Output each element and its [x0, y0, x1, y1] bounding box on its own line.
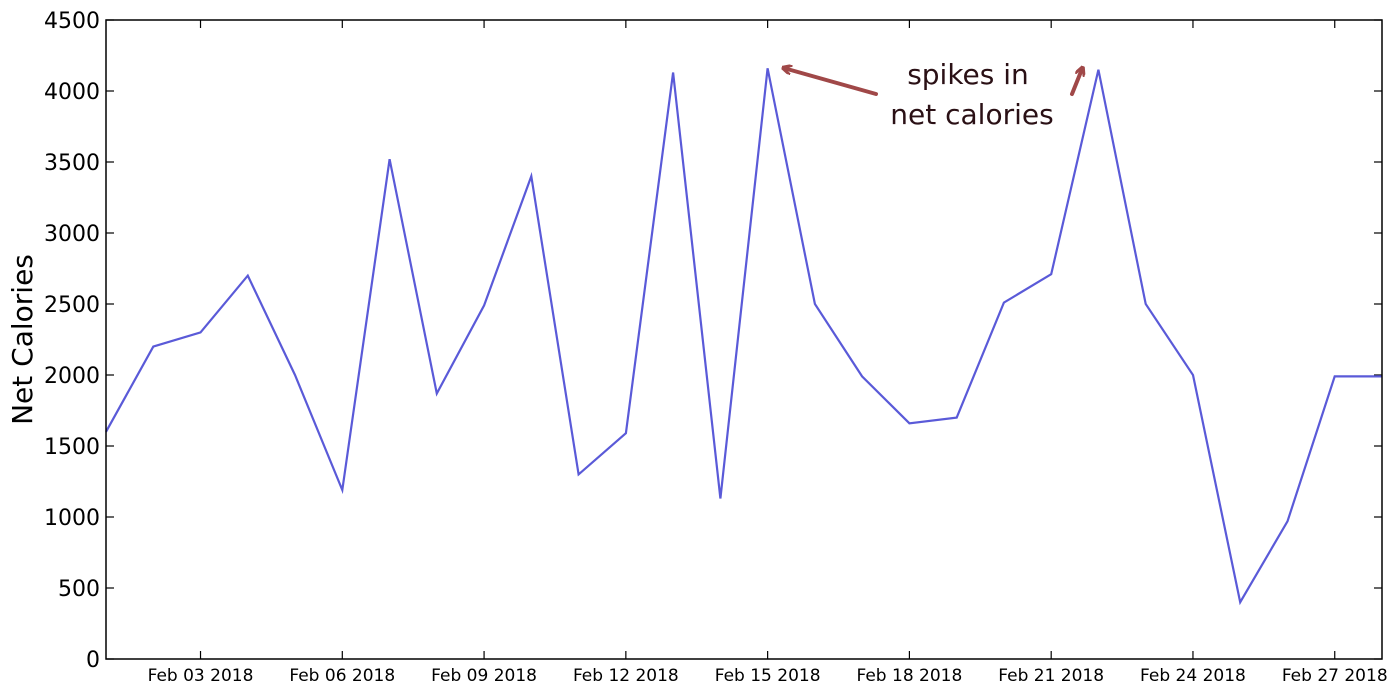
y-tick-label: 1500: [44, 435, 100, 460]
annotation-arrow-right: [1070, 68, 1082, 96]
x-tick-label: Feb 09 2018: [431, 666, 537, 686]
y-tick-label: 3000: [44, 222, 100, 247]
y-axis-title: Net Calories: [6, 254, 39, 425]
annotation-arrow-left: [784, 68, 878, 96]
x-tick-label: Feb 06 2018: [289, 666, 395, 686]
x-tick-label: Feb 12 2018: [573, 666, 679, 686]
y-tick-label: 4500: [44, 9, 100, 34]
x-tick-label: Feb 18 2018: [857, 666, 963, 686]
x-axis: Feb 03 2018 Feb 06 2018 Feb 09 2018 Feb 12 …: [148, 20, 1388, 686]
series-line-0: [105, 68, 1382, 606]
y-tick-label: 2000: [44, 364, 100, 389]
plot-frame: [105, 19, 1383, 660]
y-tick-label: 4000: [44, 80, 100, 105]
x-tick-label: Feb 24 2018: [1140, 666, 1246, 686]
y-tick-label: 1000: [44, 506, 100, 531]
x-tick-label: Feb 27 2018: [1282, 666, 1388, 686]
x-tick-label: Feb 03 2018: [148, 666, 254, 686]
annotation-text-line-2: net calories: [890, 98, 1053, 131]
y-tick-label: 500: [58, 577, 100, 602]
annotation: spikes in net calories: [784, 58, 1083, 131]
y-axis: 0 500 1000 1500 2000 2500 3000 3500 4000 4500: [44, 9, 1382, 673]
x-tick-label: Feb 21 2018: [998, 666, 1104, 686]
series-layer: [105, 68, 1382, 606]
y-tick-label: 0: [86, 648, 100, 673]
x-tick-label: Feb 15 2018: [715, 666, 821, 686]
y-tick-label: 2500: [44, 293, 100, 318]
y-tick-label: 3500: [44, 151, 100, 176]
annotation-text-line-1: spikes in: [907, 58, 1029, 91]
